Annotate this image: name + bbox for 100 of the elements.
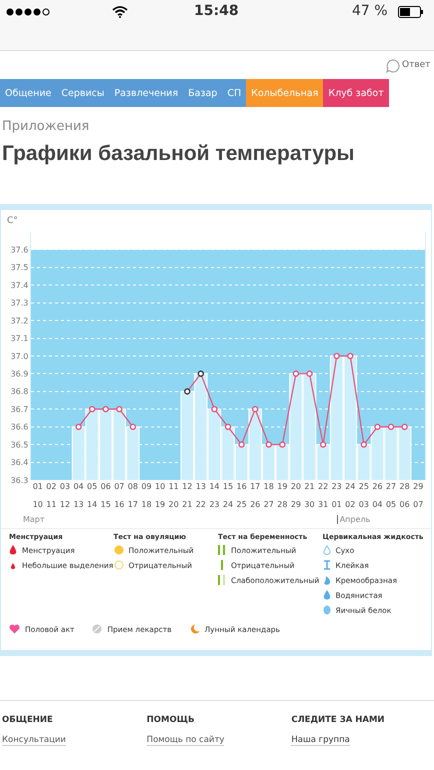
y-axis-title: C° — [7, 216, 18, 226]
x-tick-label: 10 — [154, 482, 166, 491]
x-tick-label: 25 — [358, 482, 369, 491]
text: 10 — [32, 500, 44, 509]
point — [388, 424, 394, 430]
text: 25 — [235, 500, 248, 509]
text: 07 — [412, 500, 424, 509]
y-tick-label: 37.2 — [10, 316, 28, 326]
y-tick-label: 36.4 — [10, 458, 28, 468]
y-tick-label: 36.8 — [10, 387, 28, 396]
y-tick-label: 36.5 — [10, 440, 28, 450]
x-tick-label: 26 — [372, 482, 383, 491]
text: 30 — [303, 500, 316, 509]
text: Апрель — [336, 515, 370, 524]
point — [116, 406, 122, 412]
text: 02 — [344, 500, 356, 509]
x-tick-label: 04 — [73, 482, 84, 491]
point — [102, 406, 109, 412]
chart-title: Графики базальной температуры — [2, 142, 356, 166]
x-tick-label: 03 — [60, 482, 70, 491]
text: 19 — [154, 500, 166, 509]
text: 28 — [276, 500, 288, 509]
text: 04 — [371, 500, 384, 509]
text: 12 — [58, 500, 72, 509]
y-tick-label: 37.4 — [10, 280, 28, 290]
point — [184, 388, 190, 395]
y-tick-label: 36.7 — [10, 404, 28, 414]
point — [401, 424, 408, 430]
text: 06 — [398, 500, 411, 509]
text: 13 — [72, 500, 85, 509]
text: Март — [23, 515, 45, 524]
text: 14 — [86, 500, 98, 509]
x-tick-label: 08 — [128, 482, 138, 491]
text: 05 — [384, 500, 398, 509]
x-tick-label: 15 — [222, 482, 234, 491]
text: Сервисы — [56, 79, 110, 107]
x-tick-label: 02 — [46, 482, 56, 491]
y-tick-label: 37.6 — [10, 246, 28, 255]
y-tick-label: 37.1 — [10, 334, 28, 344]
point — [292, 370, 300, 377]
x-tick-label: 05 — [87, 482, 98, 491]
point — [306, 370, 313, 377]
y-tick-label: 36.9 — [10, 370, 28, 379]
point — [266, 441, 272, 448]
point — [374, 424, 381, 430]
x-tick-label: 29 — [413, 482, 424, 491]
x-tick-label: 06 — [100, 482, 111, 491]
x-tick-label: 22 — [318, 482, 328, 491]
text: СП — [222, 79, 246, 107]
text: 11 — [45, 500, 58, 509]
text: Приложения — [2, 119, 90, 134]
y-tick-label: 36.6 — [10, 422, 28, 432]
text: Развлечения — [109, 79, 184, 107]
x-tick-label: 28 — [400, 482, 410, 491]
text: 31 — [317, 500, 330, 509]
point — [88, 406, 96, 412]
text: ОБЩЕНИЕ — [2, 715, 54, 725]
text: 16 — [113, 500, 126, 509]
text: 18 — [140, 500, 153, 509]
text: 20 — [168, 500, 180, 509]
x-tick-label: 14 — [209, 482, 220, 491]
point — [334, 352, 340, 360]
point — [130, 424, 136, 430]
x-tick-label: 17 — [250, 482, 260, 491]
x-tick-label: 20 — [290, 482, 302, 491]
x-tick-label: 01 — [32, 482, 43, 491]
text: 15 — [100, 500, 112, 509]
y-tick-label: 37.0 — [10, 352, 28, 361]
x-tick-label: 27 — [386, 482, 396, 491]
x-tick-label: 23 — [332, 482, 342, 491]
x-tick-label: 19 — [277, 482, 288, 491]
x-tick-label: 12 — [182, 482, 192, 491]
text: СЛЕДИТЕ ЗА НАМИ — [291, 715, 386, 725]
y-tick-label: 37.5 — [10, 263, 28, 272]
point — [198, 370, 204, 377]
x-tick-label: 09 — [141, 482, 152, 491]
point — [238, 441, 245, 448]
point — [252, 406, 258, 412]
text: 27 — [262, 500, 275, 509]
text: Клуб забот — [323, 79, 389, 107]
x-tick-label: 18 — [264, 482, 274, 491]
x-tick-label: 16 — [236, 482, 247, 491]
text: 03 — [358, 500, 370, 509]
point — [224, 424, 232, 430]
text: Помощь по сайту — [146, 735, 224, 746]
point — [279, 441, 286, 448]
x-tick-label: 13 — [196, 482, 206, 491]
x-tick-label: 07 — [114, 482, 124, 491]
x-tick-label: 21 — [304, 482, 315, 491]
point — [320, 441, 326, 448]
text: 22 — [194, 500, 207, 509]
point — [360, 441, 368, 448]
text: Ответ — [402, 60, 430, 70]
text: 21 — [181, 500, 194, 509]
text: 26 — [249, 500, 262, 509]
point — [211, 406, 218, 412]
x-tick-label: 11 — [168, 482, 179, 491]
point — [347, 352, 354, 360]
point — [75, 424, 82, 430]
text: 24 — [222, 500, 234, 509]
